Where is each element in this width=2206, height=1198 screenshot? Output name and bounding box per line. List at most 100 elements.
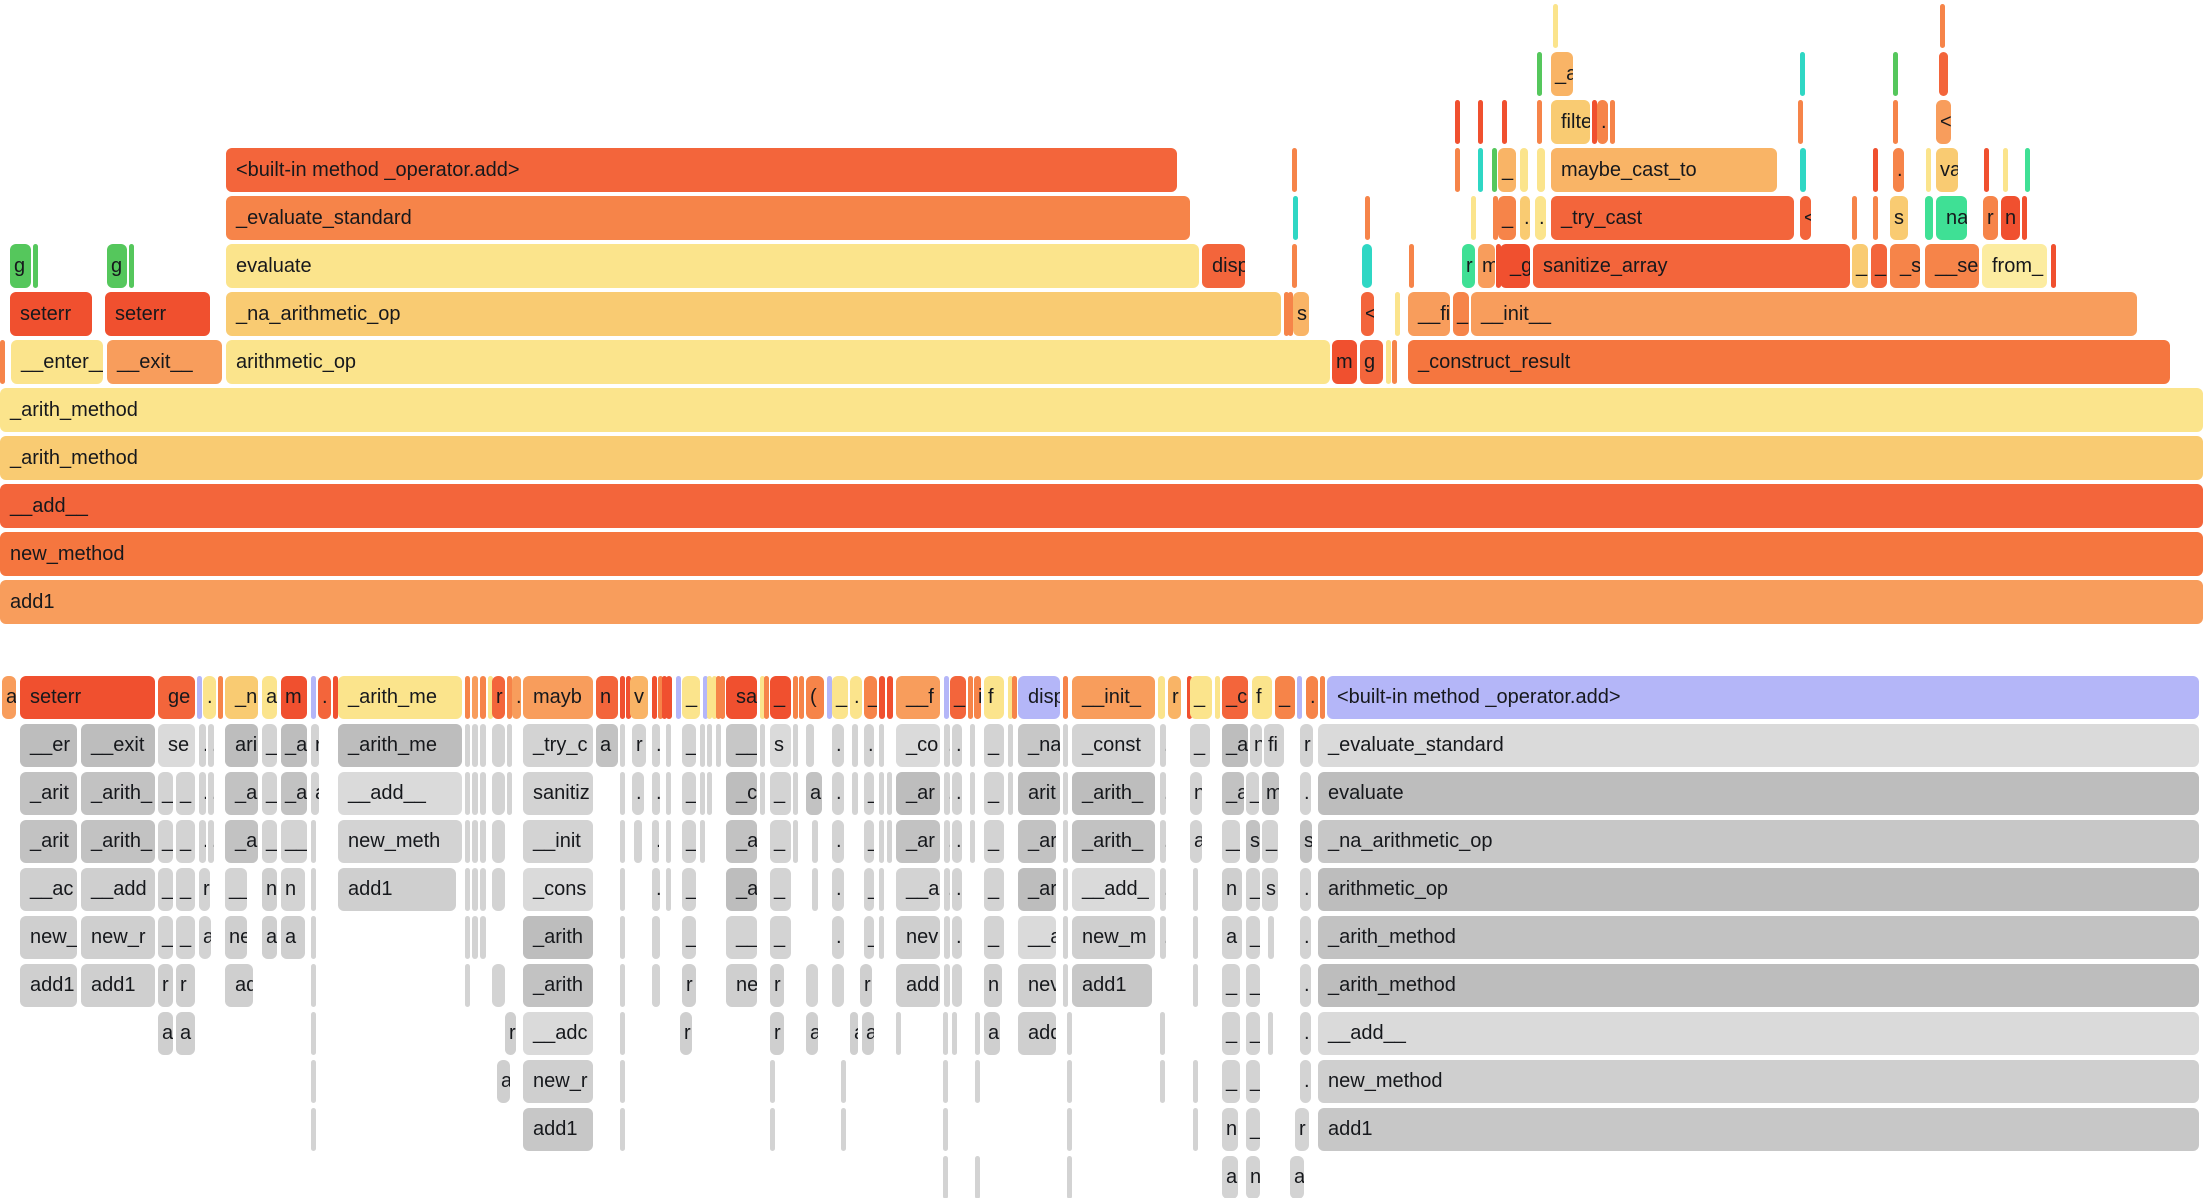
flame-frame-sliver[interactable] [1063,724,1068,767]
flame-frame-sliver[interactable] [652,964,660,1007]
flame-frame-sliver[interactable] [480,724,486,767]
flame-frame-sliver[interactable] [944,676,949,719]
flame-frame-[interactable]: . [944,772,950,815]
flame-frame-__a[interactable]: __a [1018,916,1056,959]
flame-frame-_[interactable]: _ [682,724,696,767]
flame-frame-_[interactable]: _ [1246,916,1260,959]
flame-frame-_[interactable]: _ [1190,676,1212,719]
flame-frame-[interactable]: . [1160,820,1166,863]
flame-frame-na[interactable]: na [1936,196,1967,240]
flame-frame-_a[interactable]: _a [1222,772,1244,815]
flame-frame-sliver[interactable] [620,820,625,863]
flame-frame-sliver[interactable] [1268,916,1274,959]
flame-frame-a[interactable]: a [1222,916,1242,959]
flame-frame-sliver[interactable] [707,676,712,719]
flame-frame-g[interactable]: g [1360,340,1383,384]
flame-frame-arithmetic_op[interactable]: arithmetic_op [1318,868,2199,911]
flame-frame-[interactable]: . [1300,772,1311,815]
flame-frame-nev[interactable]: nev [896,916,940,959]
flame-frame-_a[interactable]: _a [281,724,307,767]
flame-frame-[interactable]: . [832,724,844,767]
flame-frame-r[interactable]: r [770,1012,784,1055]
flame-frame-r[interactable]: r [1300,724,1313,767]
flame-frame-_arith_[interactable]: _arith_ [1072,772,1155,815]
flame-frame-sliver[interactable] [465,820,470,863]
flame-frame-sliver[interactable] [2003,148,2008,192]
flame-frame-sliver[interactable] [887,820,892,863]
flame-frame-sliver[interactable] [311,1012,316,1055]
flame-frame-[interactable]: < [1800,196,1811,240]
flame-frame-sliver[interactable] [311,1060,316,1103]
flame-frame-sliver[interactable] [879,724,884,767]
flame-frame-sliver[interactable] [1158,676,1165,719]
flame-frame-[interactable]: . [952,868,962,911]
flame-frame-_[interactable]: _ [262,820,277,863]
flame-frame-a[interactable]: a [311,772,319,815]
flame-frame-sliver[interactable] [666,724,671,767]
flame-frame-sliver[interactable] [480,916,486,959]
flame-frame-[interactable]: . [512,676,521,719]
flame-frame-sliver[interactable] [1852,196,1857,240]
flame-frame-_try_c[interactable]: _try_c [523,724,593,767]
flame-frame-sliver[interactable] [507,676,512,719]
flame-frame-[interactable]: . [203,676,216,719]
flame-frame-sliver[interactable] [1063,916,1068,959]
flame-frame-va[interactable]: va [1936,148,1958,192]
flame-frame-[interactable]: . [832,868,844,911]
flame-frame-_[interactable]: _ [1275,676,1295,719]
flame-frame-sliver[interactable] [1067,1156,1072,1198]
flame-frame-sliver[interactable] [944,916,950,959]
flame-frame-_cons[interactable]: _cons [523,868,593,911]
flame-frame-sliver[interactable] [465,676,470,719]
flame-frame-sliver[interactable] [666,820,671,863]
flame-frame-_[interactable]: _ [864,820,874,863]
flame-frame-[interactable]: . [1893,148,1904,192]
flame-frame-sliver[interactable] [1193,964,1198,1007]
flame-frame-[interactable]: . [952,820,962,863]
flame-frame-n[interactable]: n [281,868,305,911]
flame-frame-_[interactable]: _ [1453,292,1469,336]
flame-frame-sliver[interactable] [620,1060,625,1103]
flame-frame-_[interactable]: _ [1262,820,1278,863]
flame-frame-maybe_cast_to[interactable]: maybe_cast_to [1551,148,1777,192]
flame-frame-_arith_method[interactable]: _arith_method [0,436,2203,480]
flame-frame-nev[interactable]: nev [1018,964,1056,1007]
flame-frame-sliver[interactable] [879,820,884,863]
flame-frame-r[interactable]: r [680,1012,692,1055]
flame-frame-_evaluate_standard[interactable]: _evaluate_standard [226,196,1190,240]
flame-frame-_a[interactable]: _a [225,772,258,815]
flame-frame-r[interactable]: r [632,724,646,767]
flame-frame-_ar[interactable]: _ar [896,772,940,815]
flame-frame-sliver[interactable] [1008,676,1013,719]
flame-frame-_const[interactable]: _const [1072,724,1155,767]
flame-frame-sliver[interactable] [1292,244,1297,288]
flame-frame-sa[interactable]: sa [726,676,757,719]
flame-frame-_[interactable]: _ [770,676,791,719]
flame-frame-new_r[interactable]: new_r [523,1060,593,1103]
flame-frame-sliver[interactable] [1800,148,1806,192]
flame-frame-[interactable]: . [1160,868,1166,911]
flame-frame-_[interactable]: _ [770,916,791,959]
flame-frame-sliver[interactable] [1800,52,1805,96]
flame-frame-sliver[interactable] [1409,244,1414,288]
flame-frame-_[interactable]: _ [864,868,874,911]
flame-frame-_try_cast[interactable]: _try_cast [1551,196,1794,240]
flame-frame-sliver[interactable] [707,772,712,815]
flame-frame-add1[interactable]: add1 [1318,1108,2199,1151]
flame-frame-_[interactable]: _ [176,820,195,863]
flame-frame-sliver[interactable] [2022,196,2027,240]
flame-frame-__init_[interactable]: __init_ [1072,676,1155,719]
flame-frame-[interactable]: . [944,724,950,767]
flame-frame-[interactable]: . [199,724,206,767]
flame-frame-sliver[interactable] [480,772,486,815]
flame-frame-_[interactable]: _ [1498,148,1516,192]
flame-frame-a[interactable]: a [1222,1156,1238,1198]
flame-frame-ne[interactable]: ne [726,964,757,1007]
flame-frame-_[interactable]: _ [1222,1012,1240,1055]
flame-frame-sliver[interactable] [1320,676,1325,719]
flame-frame-sliver[interactable] [488,676,493,719]
flame-frame-sliver[interactable] [1940,4,1945,48]
flame-frame-_[interactable]: _ [770,772,791,815]
